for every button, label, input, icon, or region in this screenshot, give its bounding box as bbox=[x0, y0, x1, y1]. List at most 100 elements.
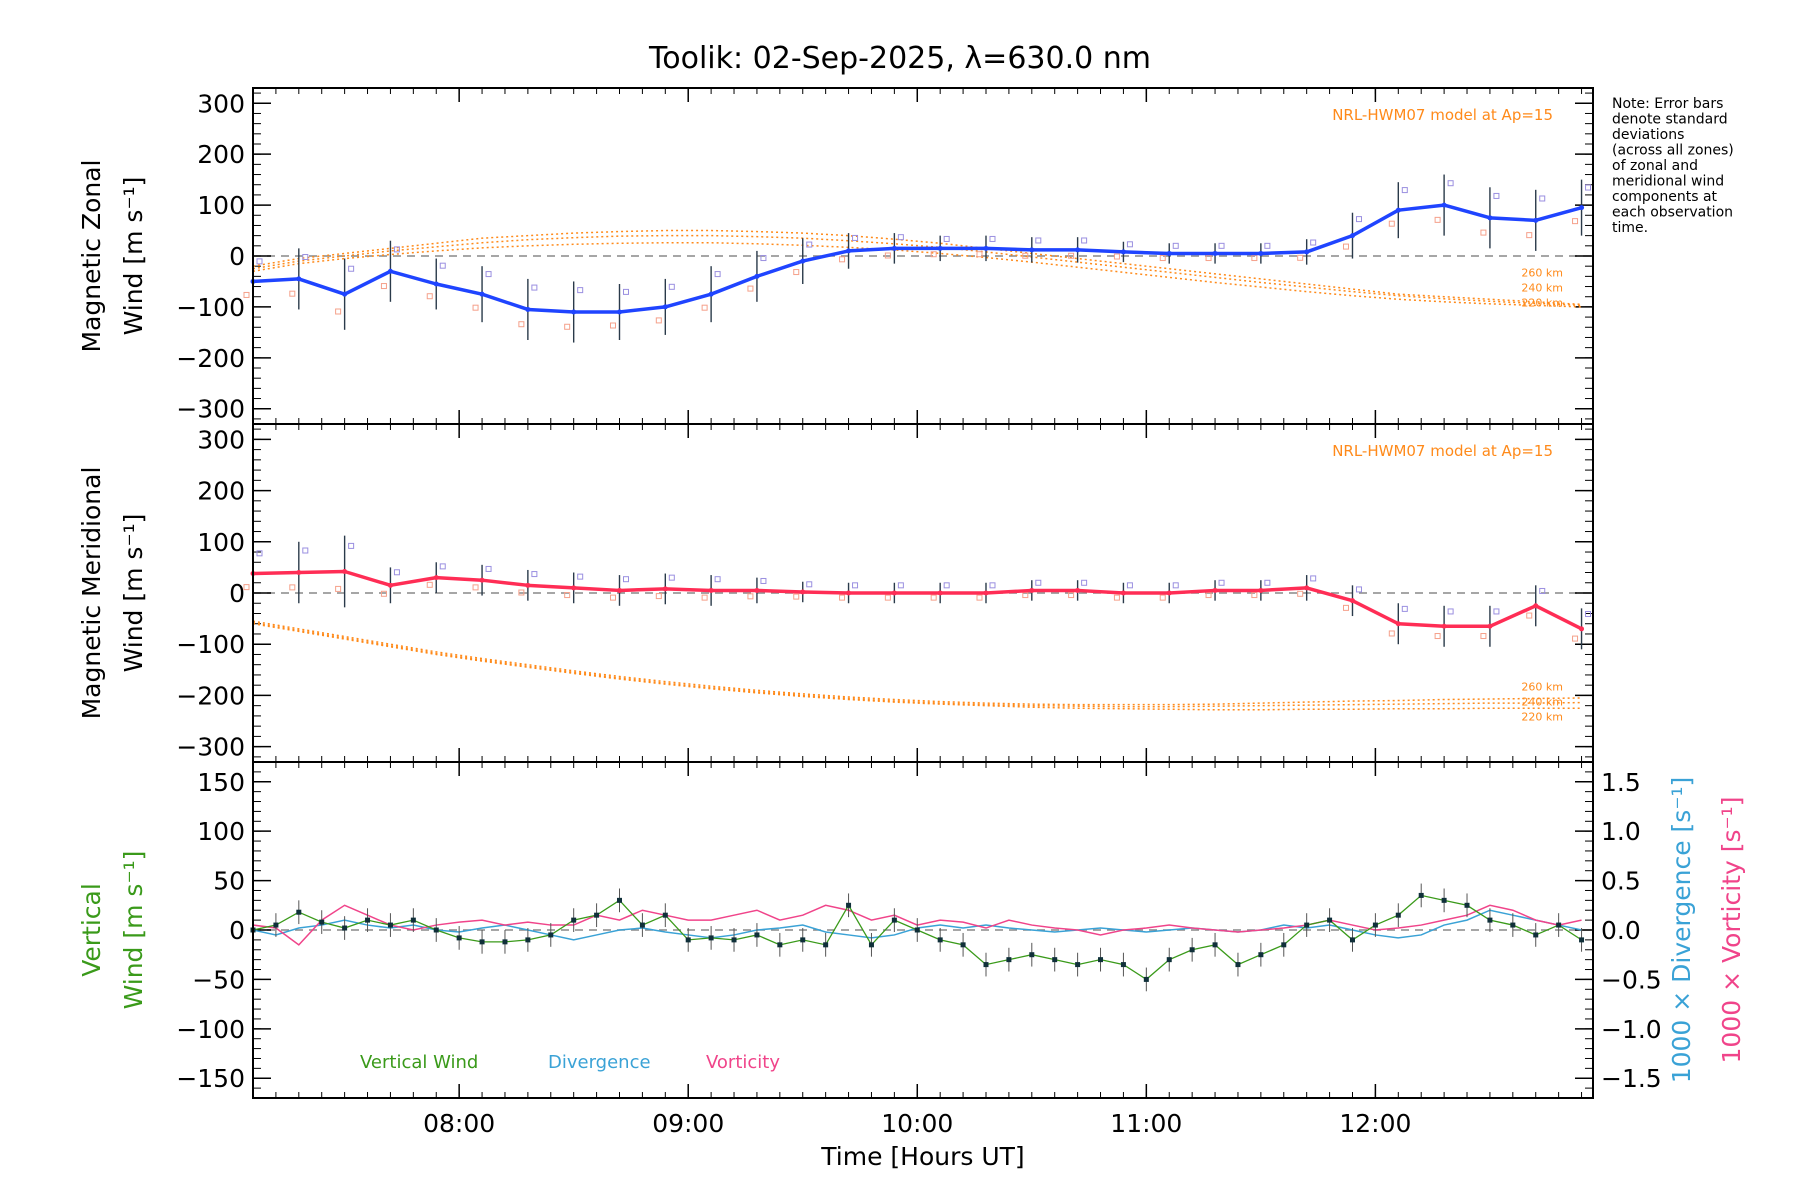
panel-meridional: 300 200 100 0 −100 −200 −300 Magnetic Meridiona… bbox=[77, 423, 1594, 763]
vertical-wind-point bbox=[548, 932, 554, 938]
meridional-wind-point bbox=[708, 587, 714, 593]
zone-marker bbox=[1022, 592, 1029, 599]
vertical-wind-point bbox=[1075, 962, 1081, 968]
x-tick-label: 11:00 bbox=[1110, 1109, 1182, 1138]
vertical-wind-point bbox=[731, 937, 737, 943]
y-axis-label: Wind [m s⁻¹] bbox=[119, 851, 148, 1010]
meridional-wind-point bbox=[891, 590, 897, 596]
y2-tick-label: 0.5 bbox=[1601, 867, 1641, 896]
y-tick-label: −100 bbox=[176, 630, 245, 659]
zone-marker bbox=[577, 573, 584, 580]
meridional-wind-point bbox=[342, 568, 348, 574]
vertical-wind-point bbox=[891, 917, 897, 923]
meridional-wind-point bbox=[1166, 590, 1172, 596]
zonal-wind-point bbox=[1029, 247, 1035, 253]
x-tick-label: 10:00 bbox=[881, 1109, 953, 1138]
zone-marker bbox=[1480, 633, 1487, 640]
zonal-wind-point bbox=[1579, 205, 1585, 211]
zone-marker bbox=[348, 542, 355, 549]
zone-marker bbox=[989, 582, 996, 589]
zone-marker bbox=[472, 584, 479, 591]
zone-marker bbox=[393, 246, 400, 253]
y2-axis-label-divergence: 1000 × Divergence [s⁻¹] bbox=[1667, 777, 1696, 1084]
zone-marker bbox=[1035, 579, 1042, 586]
zone-marker bbox=[289, 290, 296, 297]
y2-tick-label: −1.5 bbox=[1601, 1064, 1662, 1093]
y-tick-label: 100 bbox=[197, 191, 245, 220]
zonal-wind-point bbox=[1349, 233, 1355, 239]
zonal-wind-point bbox=[937, 245, 943, 251]
zone-marker bbox=[622, 288, 629, 295]
zone-marker bbox=[701, 594, 708, 601]
zone-marker bbox=[485, 271, 492, 278]
zone-marker bbox=[1526, 232, 1533, 239]
zone-marker bbox=[335, 308, 342, 315]
meridional-wind-point bbox=[1395, 621, 1401, 627]
zone-marker bbox=[793, 269, 800, 276]
zone-marker bbox=[1159, 594, 1166, 601]
model-alt-label: 220 km bbox=[1521, 710, 1563, 723]
meridional-wind-point bbox=[571, 585, 577, 591]
vertical-wind-point bbox=[1006, 957, 1012, 963]
zonal-wind-point bbox=[662, 304, 668, 310]
zone-marker bbox=[564, 323, 571, 330]
meridional-wind-point bbox=[1533, 603, 1539, 609]
vertical-wind-point bbox=[1235, 962, 1241, 968]
vertical-wind-point bbox=[571, 917, 577, 923]
zone-marker bbox=[1068, 592, 1075, 599]
zone-marker bbox=[439, 262, 446, 269]
zonal-wind-point bbox=[754, 273, 760, 279]
zone-marker bbox=[1264, 579, 1271, 586]
zonal-wind-point bbox=[800, 258, 806, 264]
zone-marker bbox=[335, 585, 342, 592]
zone-marker bbox=[1434, 216, 1441, 223]
zone-marker bbox=[976, 594, 983, 601]
vertical-wind-point bbox=[914, 927, 920, 933]
zone-marker bbox=[1310, 239, 1317, 246]
vertical-wind-point bbox=[525, 937, 531, 943]
vertical-wind-point bbox=[960, 942, 966, 948]
zone-marker bbox=[1251, 592, 1258, 599]
model-curve-220-km bbox=[252, 622, 1582, 711]
zone-marker bbox=[485, 565, 492, 572]
zone-marker bbox=[1355, 216, 1362, 223]
vertical-wind-point bbox=[296, 909, 302, 915]
meridional-wind-point bbox=[937, 590, 943, 596]
zone-marker bbox=[793, 593, 800, 600]
zone-marker bbox=[1401, 605, 1408, 612]
zone-marker bbox=[930, 594, 937, 601]
zonal-wind-line bbox=[252, 203, 1583, 314]
meridional-wind-point bbox=[616, 587, 622, 593]
vertical-wind-point bbox=[1098, 957, 1104, 963]
x-axis: 08:00 09:00 10:00 11:00 12:00 Time [Hours UT] bbox=[423, 1109, 1411, 1171]
vertical-wind-point bbox=[1464, 902, 1470, 908]
y-axis-label: Vertical bbox=[77, 883, 106, 977]
zone-marker bbox=[256, 550, 263, 557]
zone-marker bbox=[426, 293, 433, 300]
panel-frame bbox=[252, 761, 1594, 1099]
zone-marker bbox=[655, 593, 662, 600]
zonal-wind-point bbox=[708, 291, 714, 297]
vertical-wind-point bbox=[777, 942, 783, 948]
zone-marker bbox=[1218, 242, 1225, 249]
zone-marker bbox=[380, 283, 387, 290]
zone-marker bbox=[472, 304, 479, 311]
x-tick-label: 09:00 bbox=[652, 1109, 724, 1138]
y-tick-label: −150 bbox=[176, 1064, 245, 1093]
zone-marker bbox=[609, 322, 616, 329]
meridional-wind-point bbox=[525, 582, 531, 588]
vertical-wind-point bbox=[1052, 957, 1058, 963]
vertical-wind-point bbox=[685, 937, 691, 943]
vertical-wind-point bbox=[1166, 957, 1172, 963]
zonal-wind-point bbox=[479, 291, 485, 297]
zone-marker bbox=[1526, 612, 1533, 619]
zone-marker bbox=[655, 317, 662, 324]
meridional-wind-point bbox=[1579, 626, 1585, 632]
zone-marker bbox=[622, 576, 629, 583]
zone-marker bbox=[760, 255, 767, 262]
model-label: NRL-HWM07 model at Ap=15 bbox=[1332, 106, 1553, 124]
zone-marker bbox=[897, 234, 904, 241]
zone-marker bbox=[243, 584, 250, 591]
vertical-wind-point bbox=[1120, 962, 1126, 968]
zone-marker bbox=[943, 582, 950, 589]
